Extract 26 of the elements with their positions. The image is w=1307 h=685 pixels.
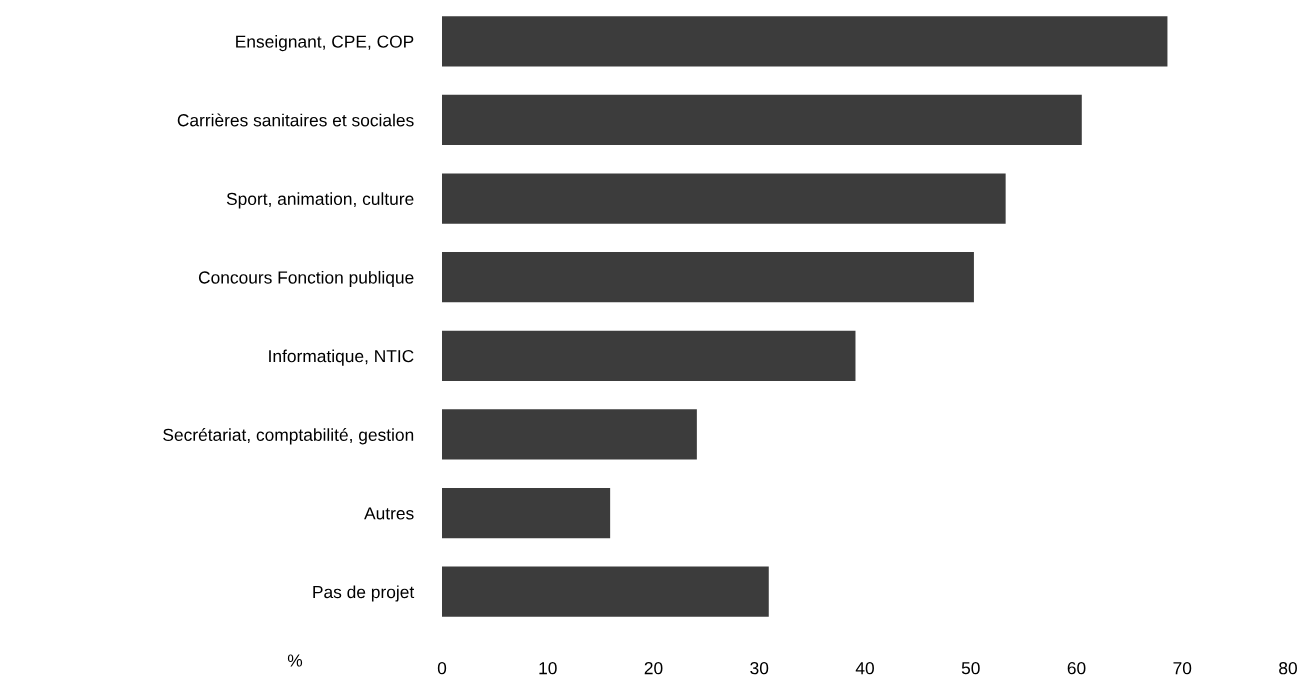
y-tick-label: Pas de projet: [313, 585, 415, 602]
x-tick-label: 0: [437, 662, 447, 675]
x-tick-label: 60: [1067, 662, 1086, 675]
bar: [442, 487, 611, 539]
x-tick-label: 70: [1173, 662, 1192, 675]
bar: [442, 330, 856, 381]
x-tick-label: 80: [1279, 662, 1297, 675]
y-tick-label: Carrières sanitaires et sociales: [177, 113, 414, 127]
y-tick-label: Enseignant, CPE, COP: [236, 35, 414, 52]
bar: [442, 94, 1082, 146]
x-tick-label: 40: [855, 662, 874, 675]
bar: [442, 409, 697, 460]
x-tick-label: 50: [961, 662, 980, 675]
x-tick-label: 20: [644, 662, 663, 675]
x-tick-label: 10: [539, 662, 557, 675]
bar: [442, 16, 1168, 67]
bar: [442, 566, 769, 617]
y-tick-label: Informatique, NTIC: [269, 349, 414, 366]
y-tick-label: Sport, animation, culture: [226, 192, 414, 209]
x-axis-title: %: [287, 654, 303, 667]
bar: [442, 173, 1006, 224]
y-tick-label: Secrétariat, comptabilité, gestion: [163, 428, 414, 445]
y-tick-label: Concours Fonction publique: [198, 270, 414, 288]
bar: [442, 252, 974, 303]
x-tick-label: 30: [750, 662, 769, 675]
y-tick-label: Autres: [364, 507, 414, 520]
